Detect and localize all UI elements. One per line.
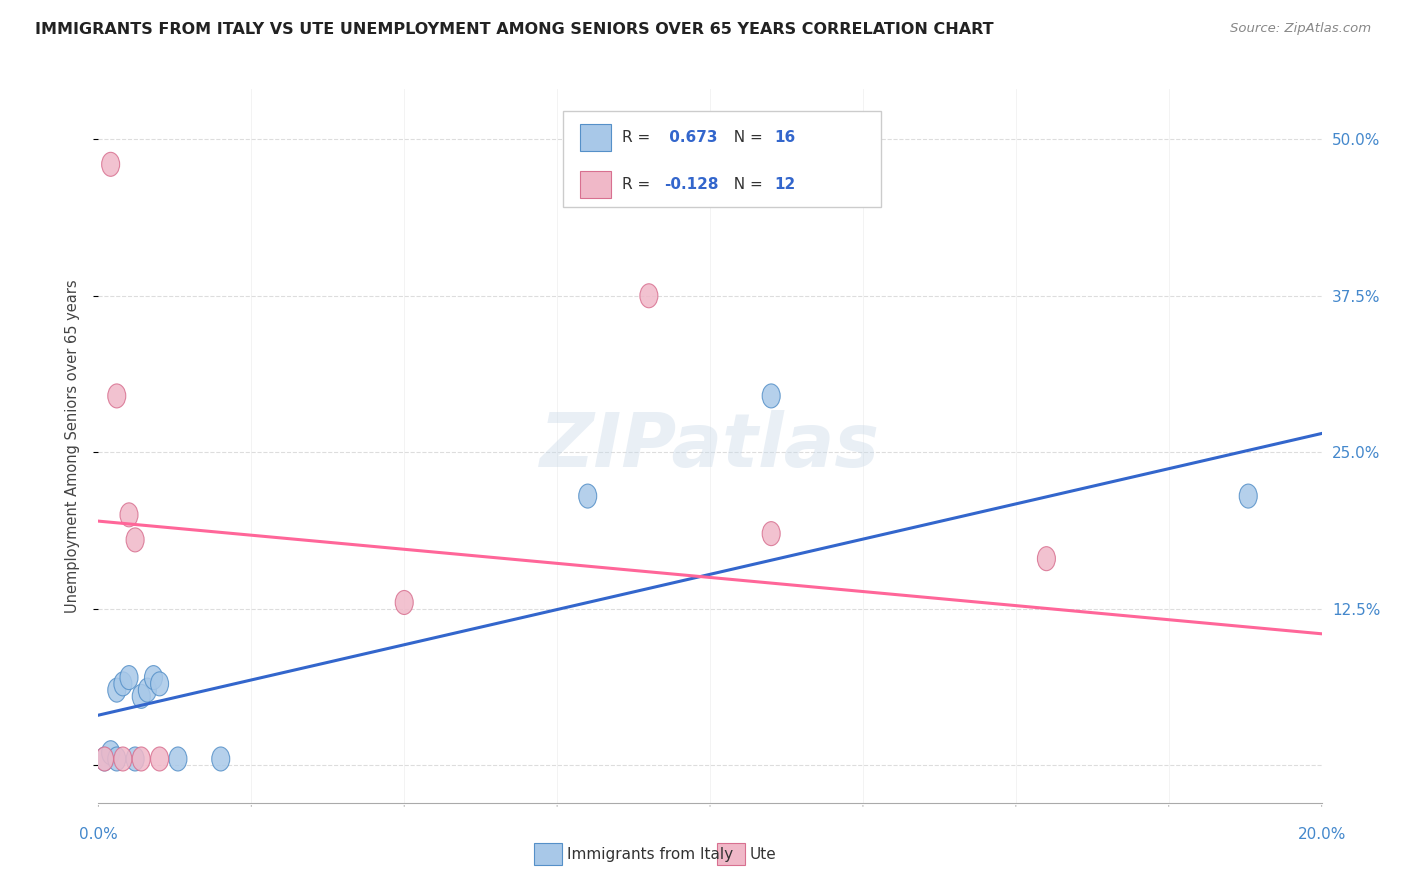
Ellipse shape	[150, 672, 169, 696]
Ellipse shape	[127, 747, 145, 771]
Ellipse shape	[108, 747, 125, 771]
Ellipse shape	[132, 747, 150, 771]
Text: Ute: Ute	[749, 847, 776, 862]
Ellipse shape	[1239, 484, 1257, 508]
Text: 16: 16	[775, 130, 796, 145]
Text: R =: R =	[623, 178, 655, 192]
Text: ZIPatlas: ZIPatlas	[540, 409, 880, 483]
Ellipse shape	[114, 672, 132, 696]
Text: R =: R =	[623, 130, 655, 145]
Ellipse shape	[212, 747, 229, 771]
Ellipse shape	[120, 503, 138, 527]
Text: 0.673: 0.673	[665, 130, 718, 145]
Ellipse shape	[101, 740, 120, 764]
Text: 12: 12	[775, 178, 796, 192]
Ellipse shape	[138, 678, 156, 702]
Y-axis label: Unemployment Among Seniors over 65 years: Unemployment Among Seniors over 65 years	[65, 279, 80, 613]
Ellipse shape	[96, 747, 114, 771]
Ellipse shape	[150, 747, 169, 771]
Ellipse shape	[120, 665, 138, 690]
Ellipse shape	[114, 747, 132, 771]
Ellipse shape	[108, 678, 125, 702]
Text: 20.0%: 20.0%	[1298, 827, 1346, 841]
Text: 0.0%: 0.0%	[79, 827, 118, 841]
Text: N =: N =	[724, 178, 768, 192]
Ellipse shape	[127, 528, 145, 552]
Ellipse shape	[108, 384, 125, 408]
Text: Immigrants from Italy: Immigrants from Italy	[567, 847, 733, 862]
Ellipse shape	[762, 522, 780, 546]
Ellipse shape	[1038, 547, 1056, 571]
Ellipse shape	[96, 747, 114, 771]
Text: N =: N =	[724, 130, 768, 145]
Ellipse shape	[395, 591, 413, 615]
Ellipse shape	[579, 484, 596, 508]
Ellipse shape	[640, 284, 658, 308]
Ellipse shape	[169, 747, 187, 771]
Ellipse shape	[132, 684, 150, 708]
Ellipse shape	[762, 384, 780, 408]
Ellipse shape	[145, 665, 163, 690]
Text: IMMIGRANTS FROM ITALY VS UTE UNEMPLOYMENT AMONG SENIORS OVER 65 YEARS CORRELATIO: IMMIGRANTS FROM ITALY VS UTE UNEMPLOYMEN…	[35, 22, 994, 37]
Ellipse shape	[101, 153, 120, 177]
Text: Source: ZipAtlas.com: Source: ZipAtlas.com	[1230, 22, 1371, 36]
Text: -0.128: -0.128	[665, 178, 718, 192]
